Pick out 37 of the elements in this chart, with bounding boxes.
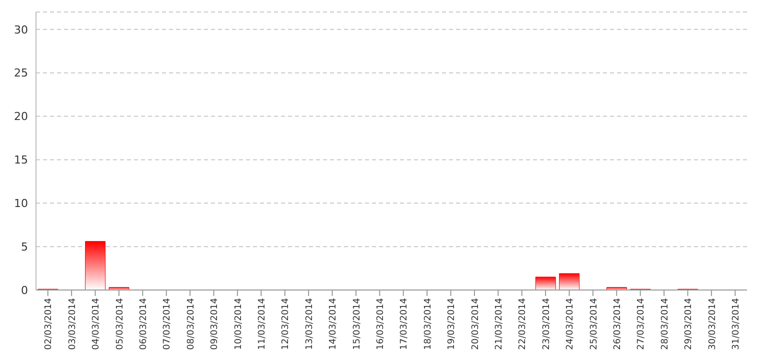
- x-tick-label: 10/03/2014: [234, 298, 244, 350]
- x-tick-label: 30/03/2014: [708, 298, 718, 350]
- x-tick-label: 31/03/2014: [732, 298, 742, 350]
- x-tick-label: 07/03/2014: [162, 298, 173, 350]
- y-tick-label: 5: [21, 240, 28, 254]
- y-tick-label: 0: [21, 284, 28, 297]
- x-tick-label: 09/03/2014: [210, 298, 220, 350]
- x-tick-label: 08/03/2014: [186, 298, 196, 350]
- x-tick-label: 27/03/2014: [636, 298, 647, 350]
- x-tick-label: 11/03/2014: [258, 298, 268, 350]
- x-tick-label: 22/03/2014: [518, 298, 528, 350]
- x-tick-label: 14/03/2014: [328, 298, 339, 350]
- y-tick-label: 25: [14, 66, 28, 80]
- x-tick-label: 16/03/2014: [376, 298, 386, 350]
- x-tick-label: 25/03/2014: [589, 298, 600, 350]
- x-tick-label: 20/03/2014: [470, 298, 481, 350]
- x-tick-label: 03/03/2014: [68, 298, 78, 350]
- x-tick-label: 15/03/2014: [352, 298, 362, 350]
- x-tick-label: 04/03/2014: [92, 298, 102, 350]
- x-tick-label: 29/03/2014: [684, 298, 694, 350]
- x-tick-label: 18/03/2014: [423, 298, 434, 350]
- x-tick-label: 24/03/2014: [566, 298, 576, 350]
- x-tick-label: 23/03/2014: [542, 298, 552, 350]
- x-tick-label: 13/03/2014: [304, 298, 315, 350]
- y-tick-label: 15: [14, 154, 28, 167]
- y-tick-label: 10: [14, 197, 28, 210]
- x-tick-label: 28/03/2014: [660, 298, 670, 350]
- x-tick-label: 21/03/2014: [494, 298, 505, 350]
- x-tick-label: 19/03/2014: [447, 298, 458, 350]
- x-tick-label: 26/03/2014: [613, 298, 624, 350]
- x-tick-label: 06/03/2014: [139, 298, 150, 350]
- y-tick-label: 20: [14, 110, 28, 124]
- x-tick-label: 02/03/2014: [44, 298, 54, 350]
- x-tick-label: 17/03/2014: [400, 298, 410, 350]
- x-tick-label: 05/03/2014: [115, 298, 126, 350]
- x-tick-label: 12/03/2014: [281, 298, 292, 350]
- y-tick-label: 30: [14, 23, 28, 36]
